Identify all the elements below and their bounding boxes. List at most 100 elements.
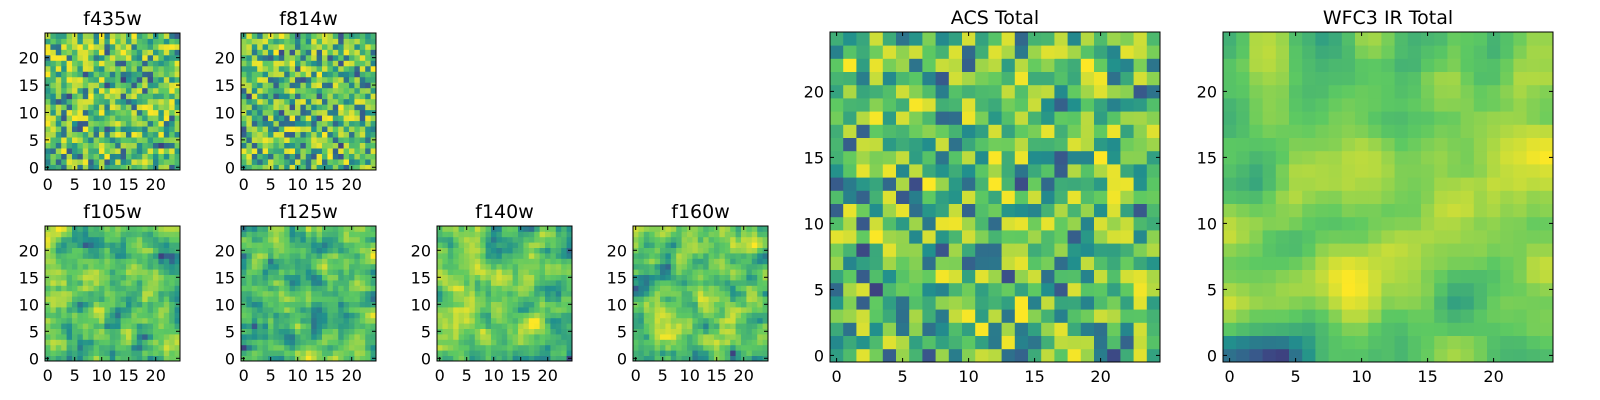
heatmap-cell <box>332 312 339 319</box>
heatmap-cell <box>169 226 175 232</box>
heatmap-cell <box>115 49 121 56</box>
heatmap-cell <box>163 355 170 362</box>
heatmap-cell <box>370 236 377 243</box>
heatmap-cell <box>147 253 154 259</box>
heatmap-cell <box>1460 282 1475 297</box>
heatmap-cell <box>741 296 747 302</box>
heatmap-cell <box>82 344 89 351</box>
heatmap-cell <box>469 274 476 281</box>
heatmap-cell <box>327 115 334 122</box>
heatmap-cell <box>882 32 897 46</box>
heatmap-cell <box>539 263 546 270</box>
heatmap-cell <box>295 60 301 67</box>
heatmap-cell <box>507 247 513 254</box>
heatmap-cell <box>1028 98 1042 112</box>
heatmap-cell <box>922 32 936 46</box>
heatmap-cell <box>496 301 503 308</box>
heatmap-cell <box>1368 230 1382 244</box>
heatmap-cell <box>349 87 355 94</box>
heatmap-cell <box>442 334 449 340</box>
heatmap-cell <box>241 290 247 297</box>
heatmap-cell <box>278 98 285 105</box>
heatmap-cell <box>638 323 645 329</box>
heatmap-cell <box>474 236 481 243</box>
heatmap-cell <box>241 339 247 346</box>
heatmap-cell <box>681 307 688 313</box>
heatmap-cell <box>82 148 89 154</box>
heatmap-cell <box>262 350 269 356</box>
heatmap-cell <box>50 98 57 105</box>
heatmap-cell <box>1487 296 1501 310</box>
heatmap-cell <box>1054 243 1068 257</box>
heatmap-cell <box>1001 230 1016 244</box>
heatmap-cell <box>295 247 301 254</box>
heatmap-cell <box>343 317 350 324</box>
heatmap-cell <box>174 33 181 39</box>
heatmap-cell <box>518 290 524 297</box>
heatmap-cell <box>555 301 562 308</box>
heatmap-cell <box>1262 230 1277 244</box>
heatmap-cell <box>1460 309 1475 323</box>
heatmap-cell <box>169 312 175 319</box>
heatmap-cell <box>1421 322 1435 336</box>
heatmap-cell <box>654 312 661 319</box>
heatmap-cell <box>703 242 709 248</box>
heatmap-cell <box>88 131 94 138</box>
heatmap-cell <box>278 317 285 324</box>
heatmap-cell <box>1120 269 1134 284</box>
heatmap-cell <box>66 109 73 116</box>
heatmap-cell <box>332 344 339 351</box>
heatmap-cell <box>1394 269 1409 284</box>
heatmap-cell <box>343 274 350 281</box>
heatmap-cell <box>703 236 709 243</box>
heatmap-cell <box>480 231 486 238</box>
heatmap-cell <box>131 126 138 133</box>
heatmap-cell <box>246 231 253 238</box>
heatmap-cell <box>714 350 720 356</box>
heatmap-cell <box>1120 137 1134 152</box>
heatmap-cell <box>561 236 567 243</box>
heatmap-cell <box>289 339 296 346</box>
heatmap-cell <box>1302 269 1316 284</box>
heatmap-cell <box>343 98 350 105</box>
heatmap-cell <box>61 312 67 319</box>
heatmap-cell <box>174 312 181 319</box>
heatmap-cell <box>322 148 328 154</box>
heatmap-cell <box>142 247 148 254</box>
heatmap-cell <box>88 242 94 248</box>
heatmap-cell <box>126 258 132 265</box>
heatmap-cell <box>1054 216 1068 231</box>
heatmap-cell <box>649 339 655 346</box>
heatmap-cell <box>1315 177 1329 191</box>
heatmap-cell <box>50 242 57 248</box>
heatmap-cell <box>1289 282 1303 297</box>
heatmap-cell <box>311 317 317 324</box>
heatmap-cell <box>746 253 753 259</box>
heatmap-cell <box>289 115 296 122</box>
heatmap-cell <box>136 307 143 313</box>
heatmap-cell <box>948 216 963 231</box>
heatmap-cell <box>365 98 371 105</box>
heatmap-cell <box>136 71 143 78</box>
heatmap-cell <box>305 109 312 116</box>
heatmap-cell <box>545 301 551 308</box>
heatmap-cell <box>45 142 51 149</box>
heatmap-cell <box>491 307 497 313</box>
heatmap-cell <box>289 159 296 165</box>
heatmap-cell <box>262 142 269 149</box>
heatmap-cell <box>158 253 165 259</box>
heatmap-cell <box>491 253 497 259</box>
y-tick-label: 20 <box>607 241 627 260</box>
heatmap-cell <box>566 269 573 275</box>
heatmap-cell <box>147 142 154 149</box>
heatmap-cell <box>909 269 923 284</box>
heatmap-cell <box>142 43 148 50</box>
heatmap-cell <box>147 131 154 138</box>
heatmap-cell <box>741 317 747 324</box>
heatmap-cell <box>45 339 51 346</box>
heatmap-cell <box>523 269 530 275</box>
heatmap-cell <box>1381 190 1395 204</box>
heatmap-cell <box>338 269 344 275</box>
heatmap-cell <box>882 230 897 244</box>
heatmap-cell <box>104 231 111 238</box>
